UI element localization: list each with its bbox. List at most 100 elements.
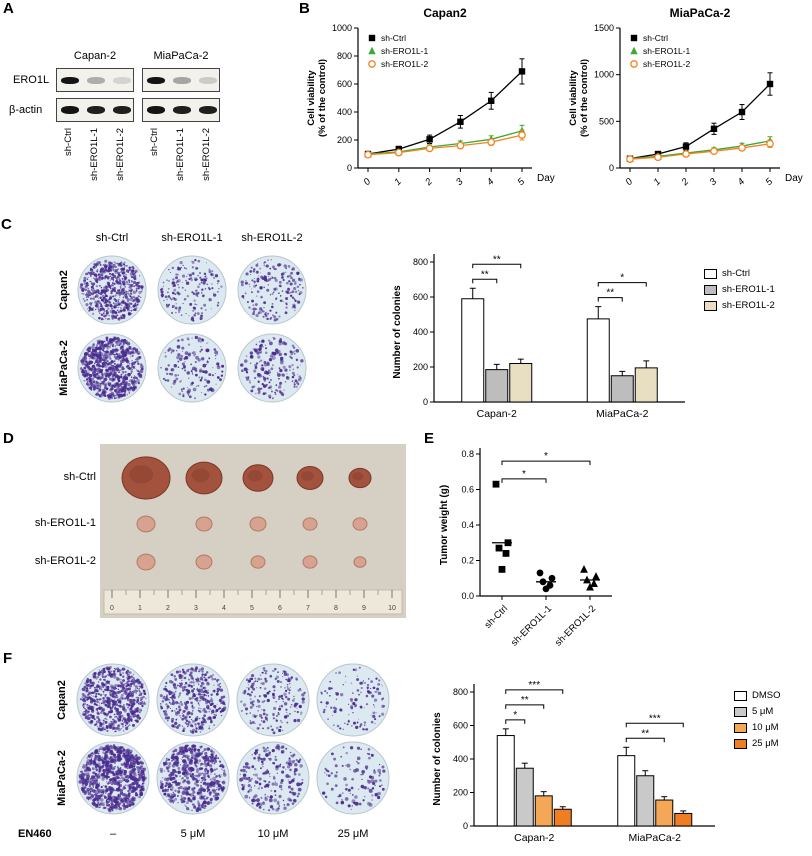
svg-text:sh-ERO1L-2: sh-ERO1L-2 [553,603,598,648]
legend-swatch-icon [734,690,747,701]
blot-band [113,106,131,114]
blot-lane-label: sh-ERO1L-2 [115,128,126,181]
blot-band [173,76,191,84]
blot-band [173,106,191,114]
panel-label-c: C [1,216,12,233]
svg-text:0: 0 [624,176,636,188]
bar-chart-colonies-sh: 0 200 400 600 800 Number of colonies Capan-2 Mi… [392,254,685,420]
dose-label-5um: 5 μM [180,828,206,840]
legend-label: sh-ERO1L-1 [722,284,775,295]
svg-text:sh-Ctrl: sh-Ctrl [483,603,511,631]
svg-text:600: 600 [413,292,428,302]
svg-text:1: 1 [138,605,142,612]
svg-text:0: 0 [347,163,352,173]
legend-entry: 25 μM [734,738,781,749]
svg-text:200: 200 [413,362,428,372]
colony-well [316,663,390,737]
svg-text:Capan-2: Capan-2 [477,408,517,420]
blot-band [61,106,79,114]
dose-label-0: – [109,828,117,840]
en460-label: EN460 [18,828,52,840]
svg-text:400: 400 [413,327,428,337]
svg-text:2: 2 [166,605,170,612]
svg-text:4: 4 [736,176,748,188]
legend-label: DMSO [752,690,781,701]
blot-lane-label: sh-ERO1L-2 [201,128,212,181]
colony-well [77,255,147,325]
svg-text:**: ** [606,288,614,299]
colony-well [237,255,307,325]
tumor-row-label-shctrl: sh-Ctrl [63,471,96,483]
legend-entry: 5 μM [734,706,781,717]
colony-well [316,741,390,815]
blot-strip-ero1l [56,68,134,92]
svg-text:0: 0 [362,176,374,188]
svg-text:1: 1 [652,176,664,188]
panel-label-b: B [299,0,310,17]
svg-text:800: 800 [337,51,352,61]
well-col-header-shero1l1: sh-ERO1L-1 [161,232,223,244]
blot-lane-label: sh-ERO1L-1 [89,128,100,181]
svg-text:5: 5 [250,605,254,612]
blot-band [87,106,105,114]
svg-text:500: 500 [599,116,614,126]
well-row-label-capan2: Capan2 [58,270,70,310]
line-chart-miapaca2: MiaPaCa-2 0 500 1000 1500 0 1 2 3 4 5 Day Cell viabi… [568,6,803,189]
blot-strip-ero1l [142,68,220,92]
legend-entry: sh-Ctrl [704,268,775,279]
blot-strip-actin [56,98,134,122]
blot-band [87,76,105,84]
svg-text:8: 8 [334,605,338,612]
colony-well [236,663,310,737]
line-chart-capan2: Capan2 0 200 400 600 800 1000 0 1 2 3 4 5 Day Cell via… [306,6,555,189]
colony-well [156,741,230,815]
svg-text:Day: Day [537,173,555,184]
svg-text:1000: 1000 [594,70,614,80]
colony-well [237,333,307,403]
svg-text:200: 200 [337,135,352,145]
legend-entry: sh-ERO1L-1 [704,284,775,295]
blot-cellline-miapaca2: MiaPaCa-2 [153,50,209,62]
legend-panel-f: DMSO 5 μM 10 μM 25 μM [734,690,781,749]
svg-text:7: 7 [306,605,310,612]
legend-label: 10 μM [752,722,779,733]
svg-text:0.6: 0.6 [461,485,474,495]
svg-text:**: ** [493,254,501,265]
blot-lane-label: sh-Ctrl [149,128,160,156]
svg-text:9: 9 [362,605,366,612]
blot-cellline-capan2: Capan-2 [73,50,117,62]
blot-band [199,76,217,84]
legend-entry: DMSO [734,690,781,701]
well-row-label-capan2-f: Capan2 [56,680,68,720]
colony-well [157,255,227,325]
svg-text:*: * [522,469,526,480]
svg-text:**: ** [481,269,489,280]
blot-band [61,76,79,84]
legend-panel-c: sh-Ctrl sh-ERO1L-1 sh-ERO1L-2 [704,268,775,311]
colony-well [76,741,150,815]
well-row-label-miapaca2: MiaPaCa-2 [58,340,70,396]
svg-text:sh-ERO1L-2: sh-ERO1L-2 [643,59,691,69]
blot-band [199,106,217,114]
legend-label: 25 μM [752,738,779,749]
colony-well [157,333,227,403]
colony-well [76,663,150,737]
svg-text:Day: Day [785,173,803,184]
tumor-row-label-shero1l2: sh-ERO1L-2 [34,555,96,567]
svg-text:0.0: 0.0 [461,591,474,601]
svg-text:sh-ERO1L-1: sh-ERO1L-1 [643,46,691,56]
svg-text:MiaPaCa-2: MiaPaCa-2 [596,408,649,420]
svg-text:0.4: 0.4 [461,520,474,530]
svg-text:sh-ERO1L-1: sh-ERO1L-1 [381,46,429,56]
legend-label: sh-ERO1L-2 [722,300,775,311]
svg-text:3: 3 [708,176,720,188]
svg-text:1000: 1000 [332,23,352,33]
svg-text:*: * [620,273,624,284]
svg-text:1500: 1500 [594,23,614,33]
svg-text:Number of colonies: Number of colonies [392,285,403,379]
panel-label-a: A [3,0,14,17]
panel-label-f: F [3,650,13,667]
svg-text:sh-ERO1L-1: sh-ERO1L-1 [509,603,554,648]
